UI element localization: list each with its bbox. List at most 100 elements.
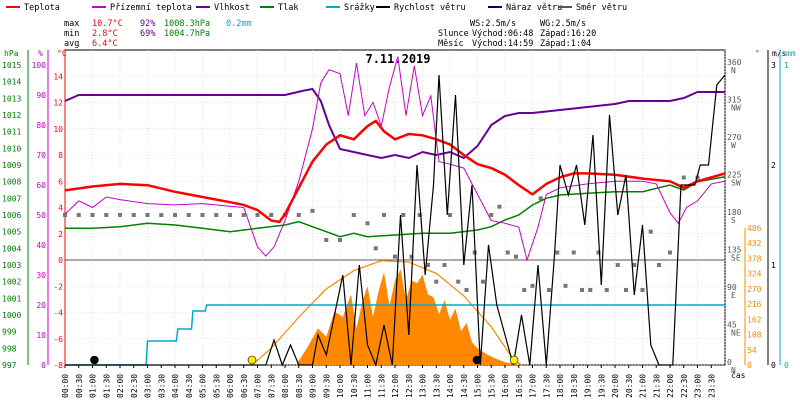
tick-wind-1: 1 bbox=[771, 261, 776, 270]
tick-wind-3: 3 bbox=[771, 61, 776, 70]
tick-pressure-18: 1015 bbox=[2, 61, 21, 70]
stats-panel: max 10.7°C 92% 1008.3hPa 0.2mm min 2.8°C… bbox=[64, 19, 596, 49]
wind-dir-point-55 bbox=[640, 288, 645, 292]
x-tick-6: 03:00 bbox=[144, 374, 153, 398]
x-tick-37: 18:30 bbox=[570, 374, 579, 398]
stat-max-label: max bbox=[64, 19, 79, 29]
x-tick-8: 04:00 bbox=[171, 374, 180, 398]
x-tick-27: 13:30 bbox=[432, 374, 441, 398]
wind-dir-point-17 bbox=[296, 213, 301, 217]
tick-humidity-4: 40 bbox=[36, 241, 46, 250]
tick-rain-1: 1 bbox=[784, 61, 789, 70]
wind-dir-point-29 bbox=[426, 263, 430, 267]
x-tick-19: 09:30 bbox=[322, 374, 331, 398]
wind-ws: WS:2.5m/s bbox=[470, 19, 516, 29]
wind-dir-point-33 bbox=[456, 279, 461, 284]
tick-pressure-6: 1003 bbox=[2, 261, 21, 270]
tick-temp-3: -2 bbox=[53, 282, 63, 291]
wind-dir-point-14 bbox=[255, 213, 260, 217]
tick-temp-8: 8 bbox=[58, 151, 63, 160]
wind-dir-point-23 bbox=[373, 246, 378, 251]
tick-dir-label-3: SE bbox=[731, 254, 741, 263]
wind-dir-point-47 bbox=[571, 250, 576, 255]
x-tick-14: 07:00 bbox=[254, 374, 263, 398]
wind-dir-point-39 bbox=[505, 250, 510, 255]
wind-dir-point-34 bbox=[464, 288, 469, 292]
tick-pressure-12: 1009 bbox=[2, 161, 21, 170]
wind-dir-point-46 bbox=[563, 283, 568, 288]
x-tick-45: 22:30 bbox=[680, 374, 689, 398]
unit-deg: ° bbox=[755, 49, 760, 58]
series-theoretical-solar bbox=[251, 260, 522, 366]
tick-solar-3: 162 bbox=[747, 315, 762, 324]
x-tick-39: 19:30 bbox=[597, 374, 606, 398]
marker-sunset bbox=[509, 355, 519, 365]
wind-wg: WG:2.5m/s bbox=[540, 19, 586, 29]
x-tick-16: 08:00 bbox=[281, 374, 290, 398]
x-tick-12: 06:00 bbox=[226, 374, 235, 398]
wind-dir-point-58 bbox=[668, 250, 672, 255]
wind-dir-point-15 bbox=[269, 213, 274, 217]
tick-humidity-2: 20 bbox=[36, 301, 46, 310]
unit-hpa: hPa bbox=[4, 49, 19, 58]
wind-dir-point-32 bbox=[448, 213, 452, 217]
wind-dir-point-60 bbox=[695, 175, 700, 180]
sun-label: Slunce bbox=[438, 29, 469, 39]
wind-dir-point-7 bbox=[159, 213, 164, 217]
x-tick-43: 21:30 bbox=[652, 374, 661, 398]
legend-label-3: Tlak bbox=[278, 3, 298, 13]
tick-pressure-17: 1014 bbox=[2, 78, 21, 87]
tick-pressure-3: 1000 bbox=[2, 311, 21, 320]
tick-solar-5: 270 bbox=[747, 285, 762, 294]
tick-temp-0: -8 bbox=[53, 361, 63, 370]
x-tick-44: 22:00 bbox=[666, 374, 675, 398]
wind-dir-point-28 bbox=[417, 213, 422, 217]
tick-solar-0: 0 bbox=[747, 361, 752, 370]
wind-dir-point-12 bbox=[228, 213, 232, 217]
x-tick-24: 12:00 bbox=[391, 374, 400, 398]
wind-dir-point-6 bbox=[145, 213, 150, 217]
unit-degc: °C bbox=[57, 49, 67, 58]
x-tick-7: 03:30 bbox=[157, 374, 166, 398]
tick-wind-2: 2 bbox=[771, 161, 776, 170]
tick-temp-10: 12 bbox=[53, 99, 63, 108]
tick-rain-0: 0 bbox=[784, 361, 789, 370]
x-tick-31: 15:30 bbox=[487, 374, 496, 398]
tick-humidity-6: 60 bbox=[36, 181, 46, 190]
tick-pressure-10: 1007 bbox=[2, 194, 21, 203]
marker-moonrise bbox=[472, 355, 482, 365]
x-tick-21: 10:30 bbox=[350, 374, 359, 398]
tick-pressure-15: 1012 bbox=[2, 111, 21, 120]
sun-set: Západ:16:20 bbox=[540, 29, 596, 39]
unit-ms: m/s bbox=[772, 49, 787, 58]
legend-label-5: Rychlost větru bbox=[394, 3, 466, 13]
tick-pressure-2: 999 bbox=[2, 328, 17, 337]
series-pressure bbox=[65, 175, 726, 238]
moon-label: Měsíc bbox=[438, 39, 464, 49]
x-tick-17: 08:30 bbox=[295, 374, 304, 398]
tick-temp-1: -6 bbox=[53, 335, 63, 344]
moon-rise: Východ:14:59 bbox=[472, 39, 533, 49]
tick-humidity-7: 70 bbox=[36, 151, 46, 160]
wind-dir-point-53 bbox=[624, 288, 628, 292]
tick-solar-7: 378 bbox=[747, 254, 762, 263]
x-tick-41: 20:30 bbox=[625, 374, 634, 398]
wind-dir-point-27 bbox=[409, 254, 414, 259]
axis-unit-labels: hPa % °C ° m/s mm čas bbox=[4, 49, 796, 380]
tick-dir-label-8: N bbox=[731, 66, 736, 75]
x-tick-36: 18:00 bbox=[556, 374, 565, 398]
wind-dir-point-11 bbox=[214, 213, 219, 217]
x-tick-1: 00:30 bbox=[75, 374, 84, 398]
x-tick-25: 12:30 bbox=[405, 374, 414, 398]
wind-dir-point-50 bbox=[596, 250, 601, 255]
tick-dir-label-0: N bbox=[731, 366, 736, 375]
wind-dir-point-13 bbox=[241, 213, 246, 217]
x-tick-5: 02:30 bbox=[130, 374, 139, 398]
stat-avg-label: avg bbox=[64, 39, 79, 49]
stat-avg-temp: 6.4°C bbox=[92, 39, 118, 49]
sun-rise: Východ:06:48 bbox=[472, 29, 533, 39]
tick-humidity-5: 50 bbox=[36, 211, 46, 220]
tick-temp-2: -4 bbox=[53, 309, 63, 318]
stat-max-hum: 92% bbox=[140, 19, 155, 29]
x-tick-34: 17:00 bbox=[529, 374, 538, 398]
